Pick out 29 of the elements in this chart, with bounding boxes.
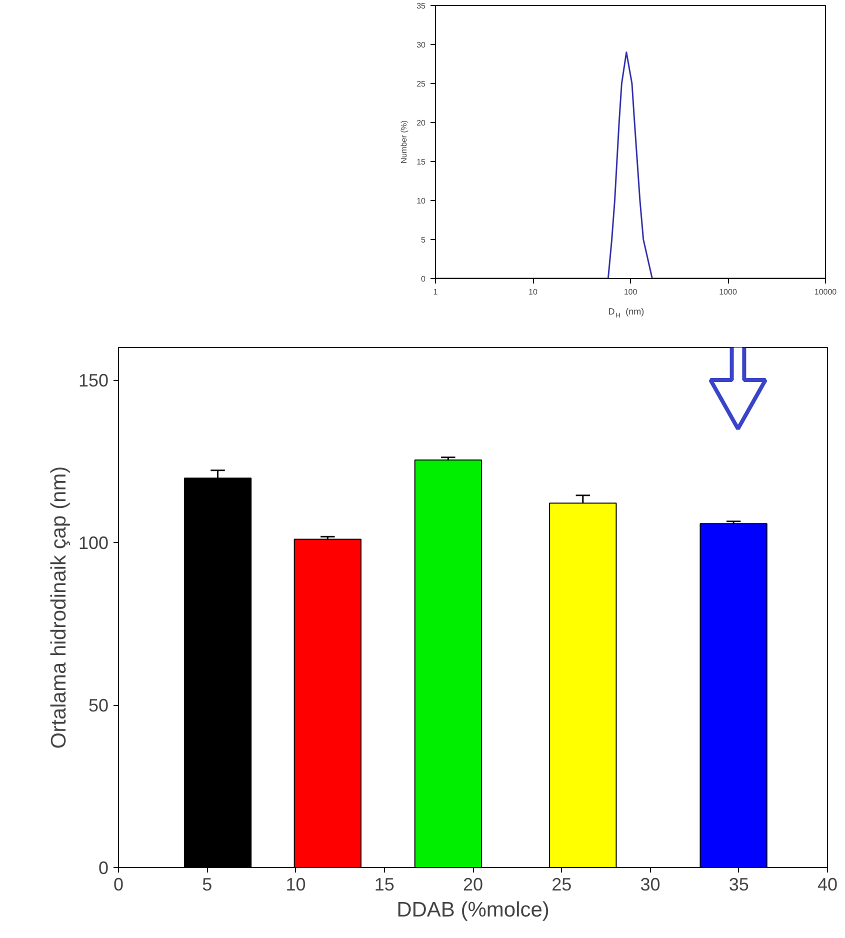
x-tick-label: 30	[640, 874, 660, 894]
x-tick-label: 15	[374, 874, 394, 894]
y-tick-label: 100	[78, 533, 109, 553]
x-tick-label: 10	[528, 288, 538, 296]
x-tick-label: 0	[113, 874, 124, 894]
x-axis-title: DDAB (%molce)	[396, 898, 550, 922]
x-tick-label: 100	[624, 288, 638, 296]
x-tick-label: 1	[433, 288, 438, 296]
y-tick-label: 50	[88, 696, 109, 716]
x-tick-label: 25	[552, 874, 572, 894]
y-tick-label: 20	[416, 118, 426, 128]
y-axis-title: Number (%)	[400, 120, 409, 164]
x-tick-label: 40	[817, 874, 838, 894]
y-tick-label: 30	[416, 40, 426, 50]
y-tick-label: 25	[416, 80, 426, 88]
y-tick-label: 35	[416, 2, 426, 10]
y-tick-label: 10	[416, 196, 426, 206]
x-tick-label: 10000	[814, 288, 838, 296]
x-tick-label: 5	[202, 874, 212, 894]
y-tick-label: 0	[98, 858, 109, 878]
x-tick-label: 35	[728, 874, 749, 894]
y-tick-label: 0	[421, 274, 426, 284]
x-tick-label: 20	[462, 874, 484, 894]
x-tick-label: 10	[286, 874, 306, 894]
y-axis-title: Ortalama hidrodinaik çap (nm)	[47, 466, 70, 749]
y-tick-label: 150	[78, 370, 109, 390]
y-tick-label: 15	[416, 158, 426, 166]
x-tick-label: 1000	[719, 288, 738, 296]
y-tick-label: 5	[421, 236, 426, 244]
